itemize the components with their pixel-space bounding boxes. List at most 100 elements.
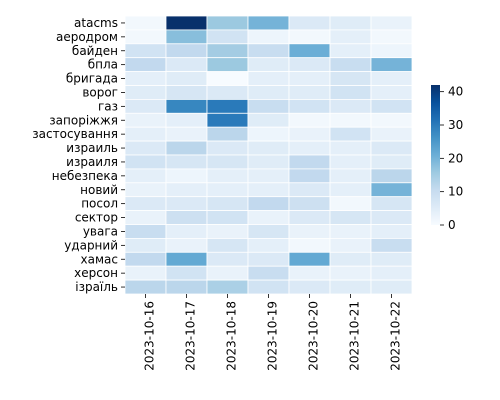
heatmap-cell [247, 210, 290, 225]
heatmap-cell [247, 29, 290, 45]
heatmap-cell [124, 251, 167, 267]
heatmap-cell [124, 85, 167, 100]
heatmap-cell [247, 224, 290, 239]
heatmap-cell [206, 224, 249, 239]
heatmap-cell [165, 43, 208, 59]
heatmap-cell [370, 140, 413, 156]
heatmap-cell [124, 43, 167, 59]
heatmap-cell [329, 196, 372, 211]
heatmap-cell [329, 279, 372, 295]
heatmap-cell [329, 15, 372, 31]
y-tick-label: хамас [81, 252, 118, 266]
heatmap-cell [288, 210, 331, 225]
y-tick-label: сектор [75, 211, 118, 225]
x-tick-label: 2023-10-18 [225, 301, 239, 371]
heatmap-cell [165, 279, 208, 295]
y-tick-label: увага [83, 224, 118, 238]
heatmap-cell [370, 196, 413, 211]
heatmap-cell [165, 237, 208, 253]
heatmap-cell [329, 85, 372, 100]
heatmap-cell [247, 57, 290, 73]
heatmap-cell [124, 168, 167, 184]
heatmap-cell [247, 112, 290, 128]
heatmap-cell [124, 29, 167, 45]
y-tick-labels: atacmsаеродромбайденбплабригадавороггазз… [32, 16, 125, 294]
heatmap-cell [165, 112, 208, 128]
heatmap-cell [165, 99, 208, 114]
heatmap-cell [370, 112, 413, 128]
heatmap-cell [329, 210, 372, 225]
heatmap-cell [329, 251, 372, 267]
heatmap-cell [165, 251, 208, 267]
heatmap-cell [288, 196, 331, 211]
y-tick-label: новий [80, 183, 118, 197]
heatmap-cell [370, 279, 413, 295]
heatmap-cell [288, 154, 331, 170]
heatmap-cell [124, 182, 167, 198]
y-tick-label: израиль [66, 141, 118, 155]
heatmap-cell [370, 126, 413, 142]
heatmap-cell [247, 140, 290, 156]
y-tick-label: небезпека [52, 169, 118, 183]
heatmap-cell [124, 126, 167, 142]
heatmap-cell [124, 265, 167, 281]
heatmap-cell [206, 279, 249, 295]
y-tick-label: запоріжжя [49, 113, 118, 127]
heatmap-cell [288, 15, 331, 31]
heatmap-cell [165, 29, 208, 45]
heatmap-cell [124, 15, 167, 31]
heatmap-cell [370, 85, 413, 100]
heatmap-cell [370, 265, 413, 281]
heatmap-cell [247, 43, 290, 59]
heatmap-cell [247, 237, 290, 253]
heatmap-cell [329, 182, 372, 198]
colorbar-tick-label: 30 [448, 118, 463, 132]
heatmap-cells [124, 15, 413, 295]
heatmap-cell [206, 29, 249, 45]
heatmap-cell [247, 154, 290, 170]
colorbar-tick-label: 10 [448, 185, 463, 199]
heatmap-cell [124, 57, 167, 73]
heatmap-cell [206, 15, 249, 31]
heatmap-cell [247, 85, 290, 100]
heatmap-cell [329, 99, 372, 114]
y-tick-label: херсон [74, 266, 118, 280]
y-tick-label: ворог [82, 85, 118, 99]
y-tick-label: израиля [66, 155, 118, 169]
heatmap-cell [124, 99, 167, 114]
heatmap-cell [247, 71, 290, 86]
y-tick-label: аеродром [56, 30, 118, 44]
heatmap-cell [288, 126, 331, 142]
colorbar-tick-label: 20 [448, 151, 463, 165]
heatmap-cell [247, 265, 290, 281]
heatmap-cell [370, 224, 413, 239]
x-tick-label: 2023-10-19 [266, 301, 280, 371]
heatmap-cell [329, 57, 372, 73]
heatmap-cell [206, 154, 249, 170]
heatmap-cell [165, 126, 208, 142]
heatmap-cell [288, 71, 331, 86]
heatmap-cell [206, 237, 249, 253]
heatmap-cell [247, 182, 290, 198]
heatmap-cell [288, 112, 331, 128]
heatmap-cell [206, 85, 249, 100]
heatmap-cell [206, 182, 249, 198]
heatmap-cell [165, 265, 208, 281]
heatmap-cell [288, 168, 331, 184]
y-tick-label: посол [81, 197, 118, 211]
x-tick-labels: 2023-10-16 2023-10-17 2023-10-18 2023-10-19… [143, 294, 403, 371]
y-tick-label: газ [98, 99, 118, 113]
x-tick-label: 2023-10-20 [307, 301, 321, 371]
heatmap-cell [370, 43, 413, 59]
x-tick-label: 2023-10-21 [348, 301, 362, 371]
heatmap-cell [288, 43, 331, 59]
heatmap-cell [370, 57, 413, 73]
heatmap-cell [247, 196, 290, 211]
heatmap-cell [370, 251, 413, 267]
heatmap-cell [124, 71, 167, 86]
heatmap-cell [288, 99, 331, 114]
heatmap-cell [329, 237, 372, 253]
heatmap-cell [247, 15, 290, 31]
heatmap-cell [329, 265, 372, 281]
